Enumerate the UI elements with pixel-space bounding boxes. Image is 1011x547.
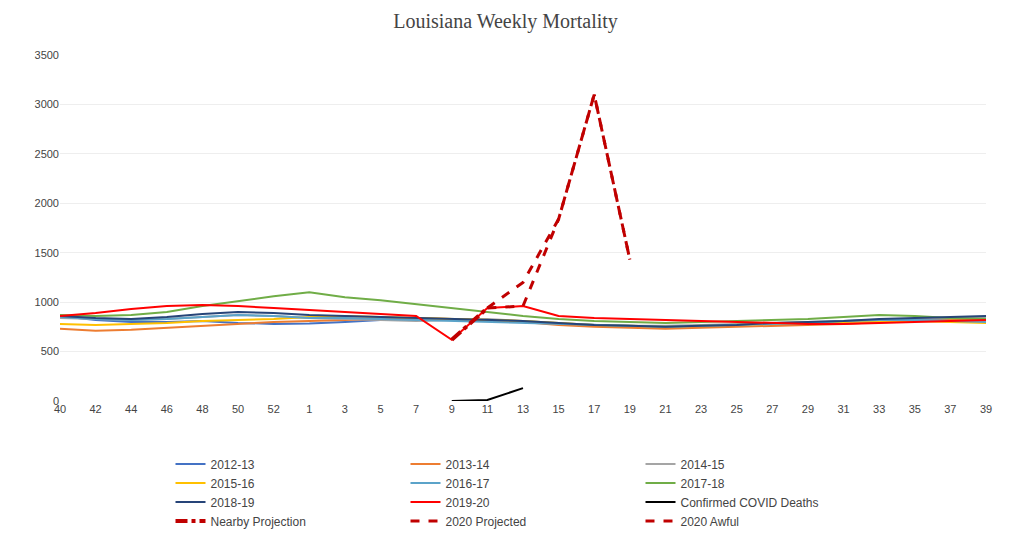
svg-text:2020 Awful: 2020 Awful [681,515,740,529]
svg-text:33: 33 [873,403,885,415]
svg-text:2000: 2000 [35,197,59,209]
svg-text:39: 39 [980,403,992,415]
svg-text:40: 40 [54,403,66,415]
svg-text:52: 52 [268,403,280,415]
svg-text:3000: 3000 [35,98,59,110]
svg-text:13: 13 [517,403,529,415]
svg-text:5: 5 [377,403,383,415]
svg-text:Nearby Projection: Nearby Projection [211,515,306,529]
svg-text:23: 23 [695,403,707,415]
svg-text:2018-19: 2018-19 [211,496,255,510]
svg-text:Confirmed COVID Deaths: Confirmed COVID Deaths [681,496,819,510]
svg-text:35: 35 [909,403,921,415]
svg-text:0: 0 [53,395,59,407]
svg-text:3: 3 [342,403,348,415]
svg-text:19: 19 [624,403,636,415]
svg-text:25: 25 [731,403,743,415]
svg-text:37: 37 [944,403,956,415]
svg-text:15: 15 [552,403,564,415]
svg-text:3500: 3500 [35,49,59,61]
svg-text:2013-14: 2013-14 [446,458,490,472]
svg-text:17: 17 [588,403,600,415]
svg-text:1000: 1000 [35,296,59,308]
svg-text:7: 7 [413,403,419,415]
svg-text:2014-15: 2014-15 [681,458,725,472]
svg-text:29: 29 [802,403,814,415]
svg-text:44: 44 [125,403,137,415]
svg-text:42: 42 [89,403,101,415]
svg-text:1: 1 [306,403,312,415]
svg-text:2020 Projected: 2020 Projected [446,515,527,529]
svg-text:48: 48 [196,403,208,415]
svg-text:9: 9 [449,403,455,415]
svg-text:21: 21 [659,403,671,415]
svg-text:2017-18: 2017-18 [681,477,725,491]
svg-text:500: 500 [41,345,59,357]
svg-text:50: 50 [232,403,244,415]
svg-text:2019-20: 2019-20 [446,496,490,510]
svg-text:27: 27 [766,403,778,415]
svg-text:2016-17: 2016-17 [446,477,490,491]
svg-text:46: 46 [161,403,173,415]
svg-text:2015-16: 2015-16 [211,477,255,491]
svg-text:Louisiana Weekly Mortality: Louisiana Weekly Mortality [393,10,618,33]
svg-text:11: 11 [482,403,493,415]
svg-text:2500: 2500 [35,148,59,160]
svg-text:31: 31 [837,403,849,415]
svg-text:1500: 1500 [35,247,59,259]
svg-text:2012-13: 2012-13 [211,458,255,472]
